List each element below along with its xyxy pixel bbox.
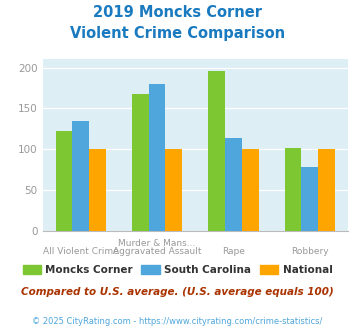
Bar — [149, 84, 165, 231]
Bar — [301, 167, 318, 231]
Text: Robbery: Robbery — [291, 247, 328, 256]
Bar — [72, 121, 89, 231]
Bar — [225, 138, 242, 231]
Bar — [132, 94, 149, 231]
Bar — [56, 131, 72, 231]
Text: Murder & Mans...: Murder & Mans... — [119, 239, 196, 248]
Text: Aggravated Assault: Aggravated Assault — [113, 247, 201, 256]
Text: Rape: Rape — [222, 247, 245, 256]
Bar — [242, 149, 258, 231]
Bar — [208, 71, 225, 231]
Bar — [165, 149, 182, 231]
Text: © 2025 CityRating.com - https://www.cityrating.com/crime-statistics/: © 2025 CityRating.com - https://www.city… — [32, 317, 323, 326]
Bar — [89, 149, 106, 231]
Text: 2019 Moncks Corner: 2019 Moncks Corner — [93, 5, 262, 20]
Text: All Violent Crime: All Violent Crime — [43, 247, 119, 256]
Bar — [318, 149, 335, 231]
Bar — [285, 148, 301, 231]
Legend: Moncks Corner, South Carolina, National: Moncks Corner, South Carolina, National — [18, 261, 337, 280]
Text: Compared to U.S. average. (U.S. average equals 100): Compared to U.S. average. (U.S. average … — [21, 287, 334, 297]
Text: Violent Crime Comparison: Violent Crime Comparison — [70, 26, 285, 41]
